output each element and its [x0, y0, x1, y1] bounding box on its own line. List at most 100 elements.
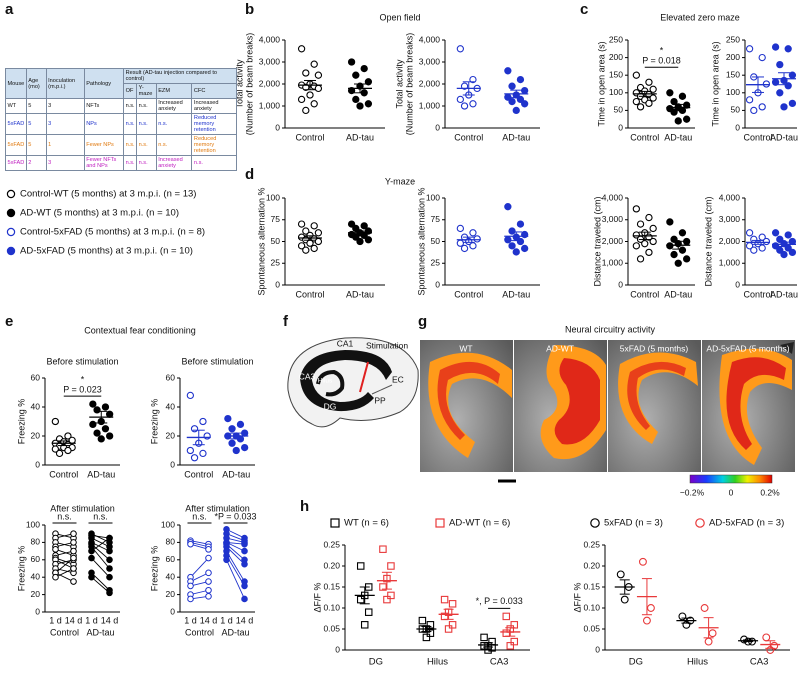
data-point [205, 546, 212, 553]
group-label: AD-tau [86, 627, 114, 637]
y-tick-label: 100 [26, 519, 40, 529]
data-point [745, 96, 754, 104]
y-tick-label: 3,000 [602, 214, 624, 224]
diagram-label: Hilus [318, 378, 333, 385]
data-point [460, 244, 469, 253]
diagram-label: PP [374, 395, 386, 405]
y-tick-label: 250 [609, 34, 623, 44]
data-point [356, 562, 365, 570]
table-cell: n.s. [136, 155, 157, 171]
x-tick-label: DG [369, 657, 383, 668]
y-tick-label: 60 [31, 372, 41, 382]
table-cell: n.s. [155, 134, 193, 156]
y-tick-label: 25 [431, 258, 441, 268]
data-point [678, 246, 687, 254]
data-point [228, 425, 236, 433]
annotation: P = 0.018 [642, 56, 681, 66]
data-point [642, 616, 651, 625]
data-point [502, 612, 511, 621]
data-point [297, 242, 306, 250]
x-tick-label: 14 d [236, 615, 254, 625]
data-point [469, 75, 477, 84]
annotation: *, P = 0.033 [476, 596, 523, 606]
panel-title: Contextual fear conditioning [84, 325, 196, 335]
data-point [632, 231, 640, 239]
x-tick-label: 1 d [85, 615, 98, 625]
legend-label: AD-WT (5 months) at 3 m.p.i. (n = 10) [20, 208, 179, 219]
data-point [240, 429, 249, 437]
table-cell: Reduced memory retention [191, 113, 237, 135]
data-point [364, 608, 373, 616]
x-tick-label: Control [184, 469, 213, 479]
data-point [310, 100, 318, 108]
panel-letter: h [300, 498, 309, 515]
table-cell: n.s. [123, 113, 138, 135]
x-tick-label: AD-tau [770, 132, 798, 142]
data-point [788, 71, 797, 79]
data-point [771, 78, 780, 86]
data-point [784, 82, 792, 90]
heatmap-images [420, 340, 795, 484]
data-point [469, 242, 477, 250]
data-point [52, 573, 59, 581]
y-tick-label: 0.05 [323, 623, 340, 633]
data-point [776, 89, 784, 97]
group-label: Control [50, 627, 79, 637]
annotation: n.s. [192, 511, 207, 521]
y-tick-label: 40 [166, 571, 176, 581]
chart-subtitle: After stimulation [50, 503, 115, 513]
table-cell: n.s. [136, 98, 157, 114]
table-cell: 2 [25, 155, 47, 171]
y-tick-label: 50 [614, 105, 624, 115]
data-point [205, 569, 212, 577]
data-point [456, 45, 464, 53]
data-point [784, 231, 792, 239]
x-tick-label: 14 d [200, 615, 218, 625]
y-tick-label: 20 [166, 589, 176, 599]
data-point [632, 205, 640, 213]
data-point [205, 586, 212, 594]
table-row: WT 5 3 NFTs n.s. n.s. Increased anxiety Increas… [5, 98, 237, 114]
data-point [649, 237, 657, 246]
y-tick-label: 200 [726, 52, 740, 62]
data-point [504, 203, 512, 211]
data-point [360, 222, 368, 230]
table-cell: 5 [25, 113, 47, 135]
data-point [51, 445, 59, 453]
data-point [205, 554, 212, 562]
y-axis-label: Freezing % [149, 399, 159, 445]
panel-letter: a [5, 1, 14, 18]
y-tick-label: 80 [31, 537, 41, 547]
legend-marker [6, 227, 16, 237]
data-point [89, 420, 97, 429]
table-cell: Increased anxiety [155, 155, 193, 171]
pair-line [226, 546, 245, 565]
x-tick-label: AD-tau [664, 289, 692, 299]
colorbar-label: 0.2% [760, 487, 780, 497]
data-point [310, 60, 318, 68]
data-point [788, 99, 797, 108]
y-tick-label: 0.15 [323, 581, 340, 591]
table-cell: 3 [45, 113, 85, 135]
image-label: AD-WT [546, 343, 574, 353]
x-tick-label: AD-tau [770, 289, 798, 299]
data-point [55, 449, 64, 458]
header-cell: Age (mo) [25, 68, 47, 99]
panel-title: Y-maze [385, 176, 415, 186]
annotation: n.s. [57, 511, 72, 521]
y-tick-label: 2,000 [419, 78, 441, 88]
diagram-label: EC [392, 374, 404, 384]
data-point [508, 97, 516, 106]
data-point [186, 391, 194, 400]
y-tick-label: 50 [731, 105, 741, 115]
data-point [187, 582, 194, 590]
y-tick-label: 0.20 [323, 560, 340, 570]
table-cell: n.s. [136, 113, 157, 135]
data-point [683, 237, 691, 246]
panel-title: Open field [379, 12, 420, 22]
header-cell: Result (AD-tau injection compared to con… [123, 68, 237, 84]
table-cell: 1 [45, 134, 85, 156]
data-point [93, 406, 101, 414]
pair-line [91, 557, 110, 578]
header-cell: CFC [191, 83, 237, 99]
